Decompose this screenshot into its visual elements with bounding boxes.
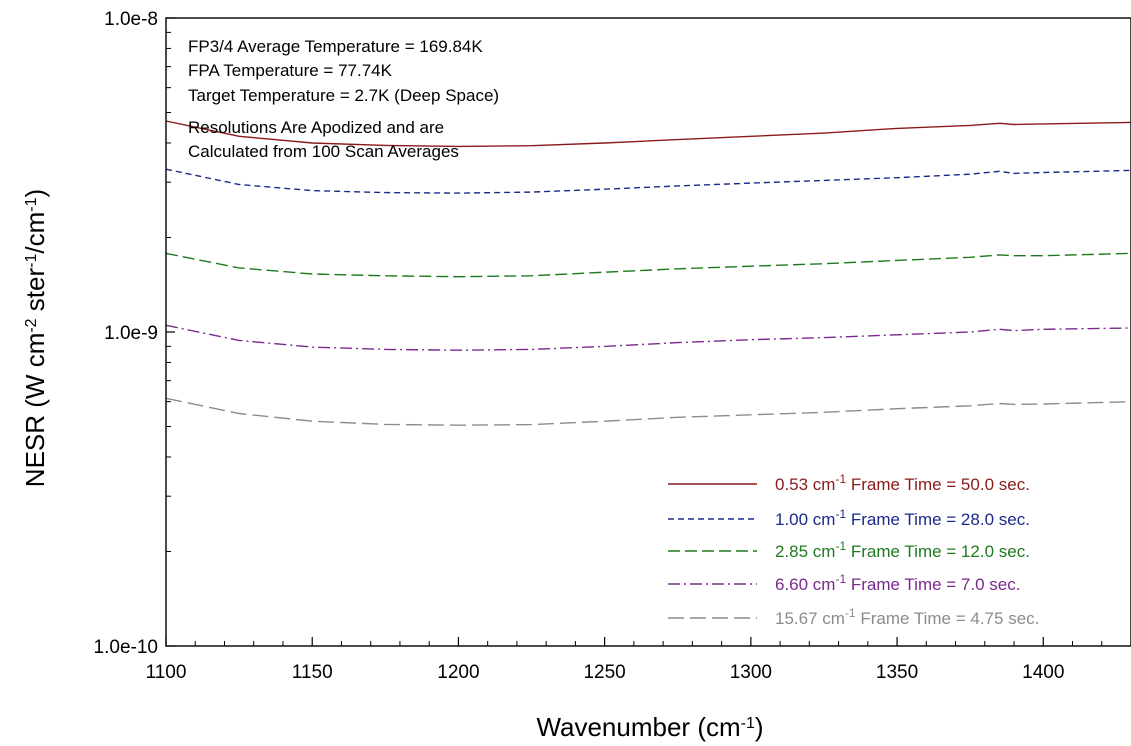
series-line [165,252,1131,278]
legend-label: 2.85 cm-1 Frame Time = 12.0 sec. [775,539,1030,561]
x-axis-title-sup: -1 [741,715,755,732]
series-line [165,324,1131,351]
annotations: FP3/4 Average Temperature = 169.84K FPA T… [188,37,499,161]
y-tick-label: 1.0e-9 [104,323,158,344]
y-axis-title: NESR (W cm-2 ster-1/cm-1) [20,189,50,487]
plot-frame [165,17,1131,647]
x-axis-title: Wavenumber (cm-1) [536,712,763,742]
legend: 0.53 cm-1 Frame Time = 50.0 sec. 1.00 cm-… [668,472,1039,628]
x-tick-label: 1150 [292,662,333,683]
series-line [165,120,1131,148]
series-line [165,397,1131,426]
x-tick-label: 1300 [730,662,772,683]
series-lines [165,120,1131,426]
legend-label: 6.60 cm-1 Frame Time = 7.0 sec. [775,572,1020,594]
x-tick-label: 1350 [876,662,918,683]
series-line [165,168,1131,194]
annotation-line: FP3/4 Average Temperature = 169.84K [188,37,483,56]
x-tick-label: 1200 [437,662,479,683]
x-axis-title-main: Wavenumber (cm [536,712,740,742]
x-axis-title-tail: ) [755,712,764,742]
y-axis-title-sup2: -1 [23,254,40,268]
y-tick-label: 1.0e-8 [104,9,158,30]
y-tick-label: 1.0e-10 [94,637,158,658]
y-axis-title-p2: ster [20,268,50,319]
x-tick-label: 1100 [146,662,187,683]
y-axis-title-sup3: -1 [23,197,40,211]
annotation-line: Calculated from 100 Scan Averages [188,142,459,161]
y-axis-title-sup1: -2 [23,318,40,332]
annotation-line: Resolutions Are Apodized and are [188,118,444,137]
minor-ticks [166,31,1103,646]
x-tick-label: 1400 [1022,662,1064,683]
y-axis-title-p1: NESR (W cm [20,333,50,488]
y-tick-labels: 1.0e-10 1.0e-9 1.0e-8 [94,9,158,658]
legend-label: 0.53 cm-1 Frame Time = 50.0 sec. [775,472,1030,494]
y-axis-title-p4: ) [20,189,50,198]
annotation-line: FPA Temperature = 77.74K [188,61,393,80]
y-axis-title-p3: /cm [20,212,50,254]
legend-label: 15.67 cm-1 Frame Time = 4.75 sec. [775,606,1039,628]
legend-label: 1.00 cm-1 Frame Time = 28.0 sec. [775,507,1030,529]
annotation-line: Target Temperature = 2.7K (Deep Space) [188,86,499,105]
x-tick-labels: 1100 1150 1200 1250 1300 1350 1400 [146,662,1065,683]
x-tick-label: 1250 [583,662,625,683]
